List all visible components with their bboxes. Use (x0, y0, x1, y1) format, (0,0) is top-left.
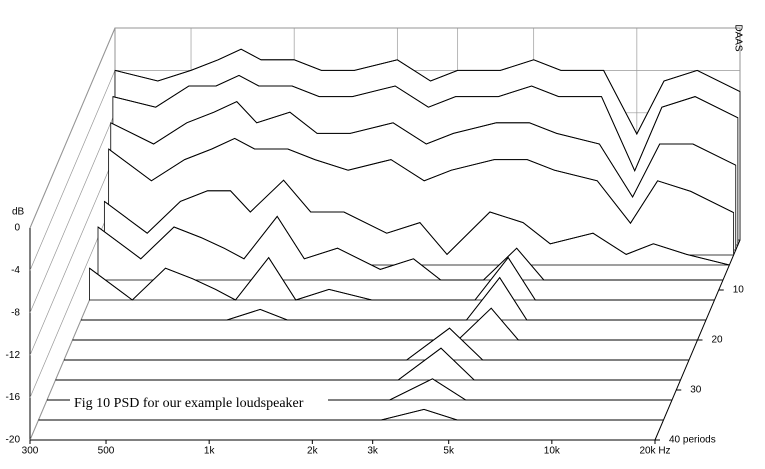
slices (30, 48, 741, 441)
x-tick-label: 20k Hz (639, 446, 670, 457)
y-tick-label: -20 (6, 435, 21, 446)
x-tick-label: 500 (98, 446, 115, 457)
z-tick-label: 20 (712, 335, 724, 346)
slice-curve (104, 179, 730, 266)
slice-curve (89, 256, 715, 301)
z-tick-label: 10 (733, 285, 745, 296)
y-tick-label: -4 (11, 265, 20, 276)
title-box (70, 395, 328, 413)
grid-line (29, 155, 116, 356)
x-tick-label: 1k (204, 446, 216, 457)
slice-curve (114, 48, 741, 136)
y-tick-label: -8 (11, 307, 20, 318)
grid-line (29, 70, 116, 271)
slice-curve (97, 215, 723, 281)
slice-curve (110, 100, 737, 199)
z-tick-label: 40 periods (669, 435, 716, 446)
brand: DAAS (732, 24, 743, 52)
x-tick-label: 5k (443, 446, 455, 457)
x-tick-label: 300 (22, 446, 39, 457)
slice-curve (64, 327, 689, 361)
grid-line (29, 112, 116, 313)
y-axis-label: dB (12, 207, 25, 218)
chart-title: Fig 10 PSD for our example loudspeaker (74, 396, 304, 411)
x-tick-label: 10k (544, 446, 561, 457)
x-tick-label: 2k (307, 446, 319, 457)
labels: dB DAAS Fig 10 PSD for our example louds… (6, 24, 745, 456)
slice-curve (108, 137, 734, 225)
slice-curve (55, 347, 681, 381)
slice-curve (112, 74, 739, 173)
slice-curve (81, 276, 706, 321)
slice-curve (72, 307, 698, 341)
y-tick-label: -16 (6, 392, 21, 403)
x-tick-label: 3k (367, 446, 379, 457)
slice-curve (38, 408, 664, 421)
grid-line (29, 27, 116, 229)
z-tick-label: 30 (690, 385, 702, 396)
y-tick-label: -12 (6, 350, 21, 361)
y-tick-label: 0 (14, 223, 20, 234)
